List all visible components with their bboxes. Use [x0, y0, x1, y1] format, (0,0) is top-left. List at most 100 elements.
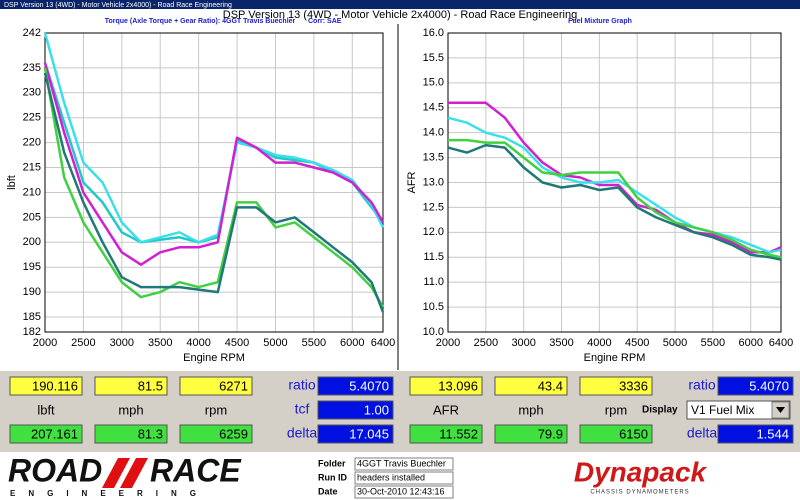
y-tick-label: 13.0 — [423, 176, 444, 188]
peak-value: 11.552 — [439, 426, 478, 441]
y-tick-label: 10.5 — [423, 301, 444, 313]
field-box — [354, 457, 454, 471]
current-value-box — [494, 376, 568, 396]
y-tick-label: 190 — [23, 286, 41, 298]
y-tick-label: 12.5 — [423, 201, 444, 213]
x-tick-label: 5500 — [701, 337, 725, 349]
peak-value-box — [179, 424, 253, 444]
side-label: delta — [687, 425, 718, 441]
side-value: 5.4070 — [349, 378, 389, 393]
peak-value-box — [9, 424, 83, 444]
x-tick-label: 4500 — [225, 337, 249, 349]
current-value-box — [579, 376, 653, 396]
logo-road: ROAD — [8, 452, 102, 488]
readout-label: rpm — [205, 402, 227, 417]
y-tick-label: 242 — [23, 27, 41, 39]
display-value[interactable]: V1 Fuel Mix — [691, 403, 754, 417]
peak-value: 6150 — [619, 426, 648, 441]
x-tick-label: 2000 — [436, 337, 460, 349]
brand-sub: CHASSIS DYNAMOMETERS — [590, 490, 689, 496]
x-tick-label: 4000 — [186, 337, 210, 349]
series-line — [447, 143, 782, 261]
y-axis-label: AFR — [406, 171, 418, 193]
x-tick-label: 3000 — [110, 337, 134, 349]
y-tick-label: 215 — [23, 161, 41, 173]
y-tick-label: 14.0 — [423, 127, 444, 139]
side-value: 5.4070 — [749, 378, 789, 393]
series-line — [448, 101, 782, 254]
side-value-box — [717, 376, 794, 396]
y-tick-label: 200 — [23, 236, 41, 248]
x-axis-label: Engine RPM — [584, 352, 646, 364]
current-value: 190.116 — [32, 378, 78, 393]
x-tick-label: 5000 — [663, 337, 687, 349]
y-tick-label: 210 — [23, 186, 41, 198]
series-line — [43, 72, 385, 313]
logo-slashes — [102, 458, 148, 488]
side-label: ratio — [288, 377, 315, 393]
x-tick-label: 4500 — [625, 337, 649, 349]
logo-sub: ENGINEERING — [10, 489, 209, 498]
y-tick-label: 13.5 — [423, 151, 444, 163]
field-label: Run ID — [318, 472, 347, 482]
x-tick-label: 6000 — [738, 337, 762, 349]
current-value-box — [179, 376, 253, 396]
field-value: 30-Oct-2010 12:43:16 — [357, 486, 445, 496]
y-tick-label: 10.0 — [423, 326, 444, 338]
side-value-box — [317, 424, 394, 444]
graph-area — [0, 9, 800, 371]
chart-title: Torque (Axle Torque + Gear Ratio): 4GGT … — [105, 18, 296, 25]
peak-value-box — [579, 424, 653, 444]
dropdown-arrow[interactable] — [776, 407, 785, 413]
field-box — [354, 485, 454, 499]
x-tick-label: 5000 — [263, 337, 287, 349]
y-tick-label: 230 — [23, 87, 41, 99]
side-label: tcf — [295, 401, 310, 417]
series-line — [43, 62, 385, 266]
side-value: 1.00 — [364, 402, 389, 417]
series-line — [43, 67, 385, 308]
x-tick-label: 6000 — [340, 337, 364, 349]
series-line — [447, 116, 782, 254]
y-tick-label: 205 — [23, 211, 41, 223]
current-value-box — [409, 376, 483, 396]
title-bar — [0, 0, 800, 9]
logo-race: RACE — [150, 452, 242, 488]
peak-value-box — [94, 424, 168, 444]
side-value: 1.544 — [756, 426, 789, 441]
readout-label: lbft — [37, 402, 55, 417]
peak-value: 6259 — [219, 426, 248, 441]
x-tick-label: 3000 — [511, 337, 535, 349]
series-line — [448, 138, 782, 259]
peak-value: 81.3 — [138, 426, 163, 441]
field-label: Date — [318, 486, 338, 496]
y-tick-label: 195 — [23, 261, 41, 273]
y-axis-label: lbft — [6, 175, 18, 190]
side-label: ratio — [688, 377, 715, 393]
readout-label: AFR — [433, 402, 459, 417]
current-value: 81.5 — [138, 378, 163, 393]
current-value: 3336 — [619, 378, 648, 393]
side-value-box — [317, 400, 394, 420]
current-value: 6271 — [219, 378, 248, 393]
current-value: 43.4 — [538, 378, 563, 393]
x-tick-label: 3500 — [148, 337, 172, 349]
side-value-box — [317, 376, 394, 396]
side-value-box — [717, 424, 794, 444]
x-tick-label: 6400 — [371, 337, 395, 349]
plot-frame — [447, 32, 782, 333]
y-tick-label: 220 — [23, 137, 41, 149]
y-tick-label: 182 — [23, 326, 41, 338]
y-tick-label: 12.0 — [423, 226, 444, 238]
display-dropdown[interactable] — [686, 400, 791, 420]
y-tick-label: 235 — [23, 62, 41, 74]
display-label: Display — [642, 405, 678, 416]
field-value: headers installed — [357, 472, 425, 482]
y-tick-label: 185 — [23, 311, 41, 323]
current-value: 13.096 — [438, 378, 478, 393]
chart-note: Corr: SAE — [308, 18, 342, 25]
y-tick-label: 11.0 — [423, 276, 444, 288]
header: DSP Version 13 (4WD - Motor Vehicle 2x40… — [223, 9, 577, 21]
x-tick-label: 2500 — [474, 337, 498, 349]
